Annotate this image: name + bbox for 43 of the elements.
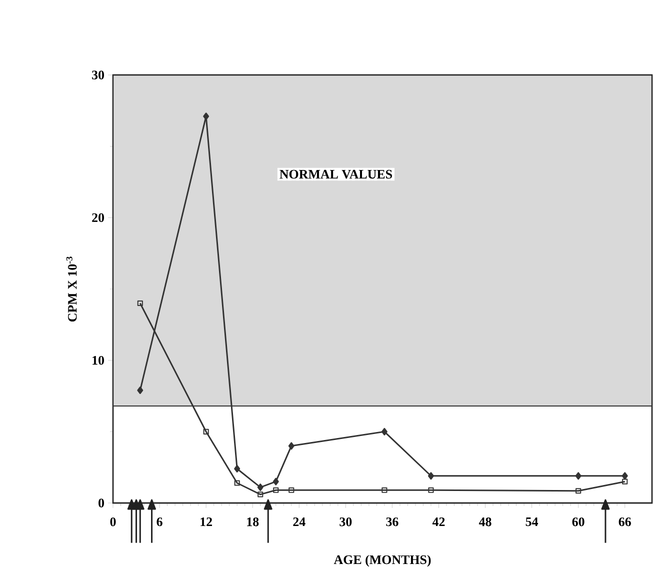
- y-tick-label: 20: [92, 213, 104, 222]
- x-tick-label: 30: [340, 517, 352, 526]
- x-tick-label: 36: [386, 517, 398, 526]
- point: [288, 487, 294, 493]
- x-tick-label: 42: [432, 517, 445, 526]
- x-tick-label: 60: [572, 517, 584, 526]
- x-axis-title: AGE (MONTHS): [334, 554, 431, 567]
- point: [622, 472, 628, 480]
- y-tick-label: 0: [98, 498, 104, 508]
- point: [428, 487, 434, 493]
- point: [203, 112, 210, 120]
- point: [258, 492, 264, 498]
- point: [575, 472, 582, 480]
- point: [576, 488, 582, 494]
- x-tick-label: 18: [247, 517, 259, 526]
- point: [272, 478, 279, 486]
- x-tick-label: 6: [156, 517, 162, 526]
- point: [381, 428, 388, 436]
- band-label: NORMAL VALUES: [280, 170, 392, 179]
- point: [273, 487, 279, 493]
- point: [264, 499, 272, 510]
- point: [622, 478, 628, 484]
- point: [257, 484, 264, 492]
- x-tick-label: 12: [200, 517, 212, 526]
- y-axis-title: CPM X 10$^{-3}$: [66, 256, 77, 322]
- x-tick-label: 48: [478, 517, 492, 526]
- x-tick-label: 0: [110, 517, 116, 526]
- point: [148, 499, 156, 510]
- point: [203, 428, 209, 434]
- x-tick-label: 24: [293, 517, 306, 526]
- point: [601, 499, 610, 510]
- y-tick-label: 10: [92, 356, 104, 365]
- x-tick-label: 54: [526, 517, 538, 526]
- point: [136, 499, 144, 510]
- point: [234, 465, 240, 472]
- point: [234, 480, 240, 486]
- x-tick-label: 66: [618, 517, 631, 526]
- point: [137, 300, 143, 306]
- point: [382, 487, 388, 493]
- point: [137, 386, 144, 394]
- point: [288, 442, 294, 450]
- point: [428, 472, 434, 480]
- y-tick-label: 30: [92, 70, 104, 80]
